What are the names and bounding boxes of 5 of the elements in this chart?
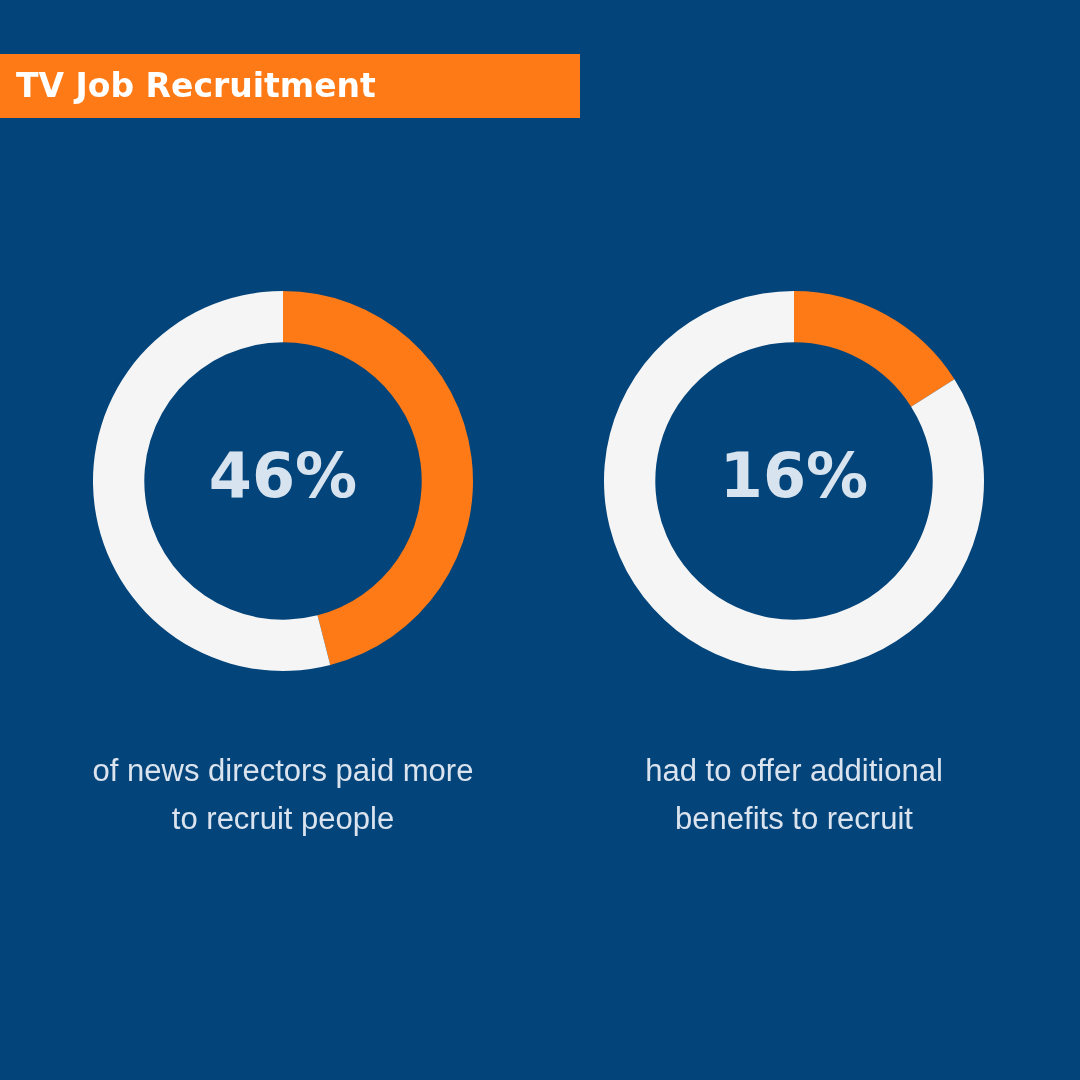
data-label: 46% bbox=[208, 439, 358, 513]
chart-title: TV Job Recruitment bbox=[0, 54, 580, 118]
text: had to offer additional benefits to recruit bbox=[644, 752, 944, 838]
text: of news directors paid more to recruit people bbox=[91, 752, 475, 838]
data-label: 16% bbox=[719, 439, 869, 513]
